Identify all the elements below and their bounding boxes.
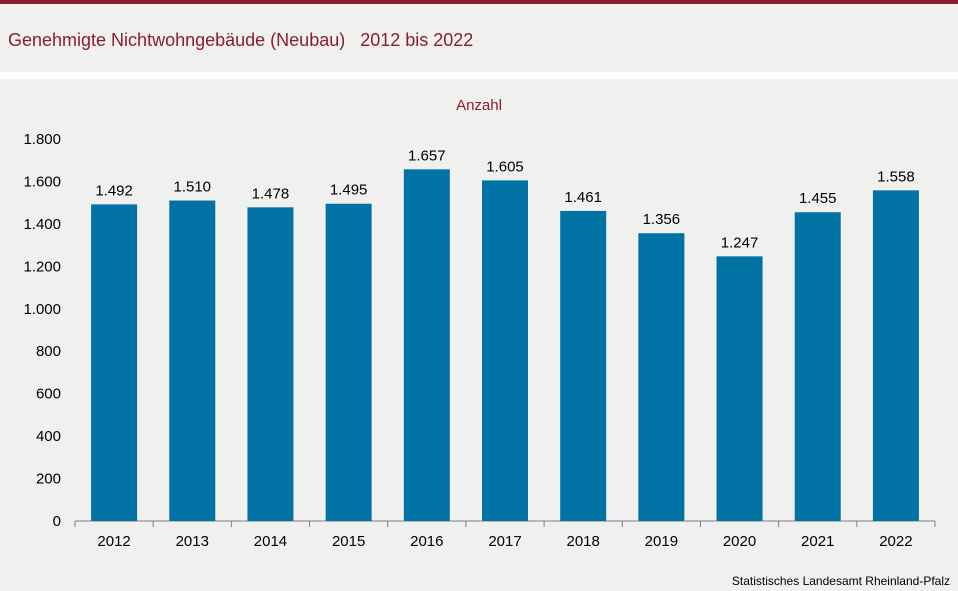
bar xyxy=(482,180,528,521)
y-tick-label: 1.000 xyxy=(23,301,61,318)
x-tick-label: 2020 xyxy=(723,533,756,550)
bar xyxy=(638,233,685,521)
source-note: Statistisches Landesamt Rheinland-Pfalz xyxy=(732,574,950,588)
bar-value-label: 1.492 xyxy=(95,182,133,199)
bar-value-label: 1.461 xyxy=(564,189,602,206)
bar xyxy=(169,200,216,522)
unit-label: Anzahl xyxy=(456,97,502,114)
y-tick-label: 1.600 xyxy=(23,173,61,190)
x-tick-label: 2017 xyxy=(488,533,521,550)
bar-value-label: 1.247 xyxy=(721,234,759,251)
header-separator xyxy=(0,72,958,79)
bar-value-label: 1.510 xyxy=(173,179,211,196)
x-tick-label: 2021 xyxy=(801,533,834,550)
bar-value-label: 1.605 xyxy=(486,158,524,175)
y-tick-label: 1.200 xyxy=(23,258,61,275)
bar xyxy=(560,210,607,521)
bar-value-label: 1.495 xyxy=(330,182,368,199)
bar xyxy=(91,204,138,521)
bar-value-label: 1.657 xyxy=(408,147,446,164)
x-tick-label: 2022 xyxy=(879,533,912,550)
chart-title: Genehmigte Nichtwohngebäude (Neubau) 201… xyxy=(8,30,474,50)
x-tick-label: 2013 xyxy=(176,533,209,550)
x-tick-label: 2014 xyxy=(254,533,287,550)
chart-header: Genehmigte Nichtwohngebäude (Neubau) 201… xyxy=(0,4,958,72)
x-tick-label: 2018 xyxy=(566,533,599,550)
y-tick-label: 400 xyxy=(36,428,61,445)
y-tick-label: 800 xyxy=(36,343,61,360)
bar-value-label: 1.356 xyxy=(643,211,681,228)
y-tick-label: 1.800 xyxy=(23,131,61,148)
x-axis: 2012 2013 2014 2015 2016 2017 2018 2019 2020 2021… xyxy=(74,520,936,550)
bar xyxy=(716,256,763,521)
y-tick-label: 600 xyxy=(36,386,61,403)
x-tick-label: 2019 xyxy=(645,533,678,550)
bar xyxy=(325,203,372,521)
x-tick-label: 2016 xyxy=(410,533,443,550)
x-tick-label: 2012 xyxy=(97,533,130,550)
y-axis: 0 200 400 600 800 1.000 1.200 1.400 1.600 1.800 xyxy=(23,131,61,530)
x-tick-label: 2015 xyxy=(332,533,365,550)
bar-value-label: 1.558 xyxy=(877,168,915,185)
y-tick-label: 200 xyxy=(36,471,61,488)
bar xyxy=(794,212,841,521)
top-accent-bar xyxy=(0,0,958,4)
bar-value-label: 1.478 xyxy=(252,185,290,202)
y-tick-label: 0 xyxy=(53,513,61,530)
bar xyxy=(872,190,919,521)
bar-value-label: 1.455 xyxy=(799,190,837,207)
bars: 1.492 1.510 1.478 1.495 1.657 1.605 1.461 1.356… xyxy=(91,147,919,522)
bar xyxy=(403,169,450,521)
bar xyxy=(247,207,294,521)
y-tick-label: 1.400 xyxy=(23,216,61,233)
